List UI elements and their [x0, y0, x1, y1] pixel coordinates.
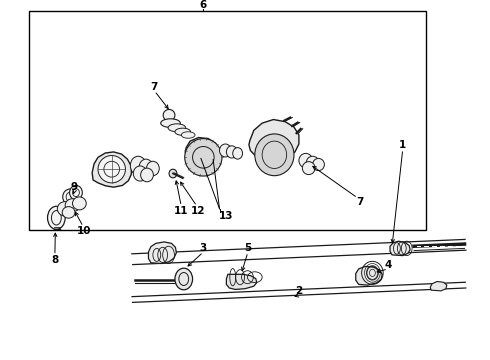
- Text: 7: 7: [356, 197, 364, 207]
- Text: 6: 6: [200, 0, 207, 10]
- Ellipse shape: [63, 189, 77, 205]
- Text: 5: 5: [245, 243, 251, 253]
- Ellipse shape: [255, 134, 294, 176]
- Text: 8: 8: [51, 255, 58, 265]
- Ellipse shape: [70, 185, 82, 200]
- Text: 7: 7: [150, 82, 158, 92]
- Ellipse shape: [185, 139, 222, 176]
- Ellipse shape: [226, 146, 237, 158]
- Ellipse shape: [130, 156, 146, 175]
- Polygon shape: [390, 241, 410, 256]
- Ellipse shape: [169, 169, 177, 178]
- Ellipse shape: [73, 197, 86, 210]
- Polygon shape: [356, 266, 382, 285]
- Text: 11: 11: [174, 206, 189, 216]
- Ellipse shape: [175, 268, 193, 290]
- Text: 12: 12: [191, 206, 206, 216]
- Ellipse shape: [168, 124, 186, 132]
- Ellipse shape: [141, 168, 153, 182]
- Polygon shape: [185, 138, 218, 163]
- Ellipse shape: [181, 132, 195, 138]
- Ellipse shape: [57, 202, 73, 216]
- Text: 2: 2: [295, 286, 302, 296]
- Polygon shape: [148, 242, 176, 264]
- Ellipse shape: [175, 128, 191, 135]
- Bar: [29, 11, 426, 230]
- Ellipse shape: [161, 119, 180, 127]
- Ellipse shape: [299, 153, 313, 168]
- Ellipse shape: [62, 207, 75, 218]
- Ellipse shape: [163, 109, 175, 121]
- Text: 4: 4: [384, 260, 392, 270]
- Ellipse shape: [48, 206, 65, 229]
- Ellipse shape: [306, 156, 319, 169]
- Ellipse shape: [147, 161, 159, 176]
- Text: 3: 3: [200, 243, 207, 253]
- Ellipse shape: [65, 199, 80, 212]
- Text: 9: 9: [71, 182, 78, 192]
- Ellipse shape: [313, 158, 324, 171]
- Text: 1: 1: [399, 140, 406, 150]
- Ellipse shape: [302, 162, 315, 175]
- Polygon shape: [226, 274, 257, 289]
- Text: 10: 10: [77, 226, 92, 236]
- Text: 13: 13: [219, 211, 234, 221]
- Polygon shape: [430, 282, 447, 291]
- Ellipse shape: [133, 166, 147, 181]
- Ellipse shape: [233, 148, 243, 159]
- Ellipse shape: [220, 144, 231, 157]
- Polygon shape: [92, 152, 131, 187]
- Ellipse shape: [98, 156, 125, 183]
- Ellipse shape: [139, 159, 153, 175]
- Polygon shape: [249, 120, 299, 161]
